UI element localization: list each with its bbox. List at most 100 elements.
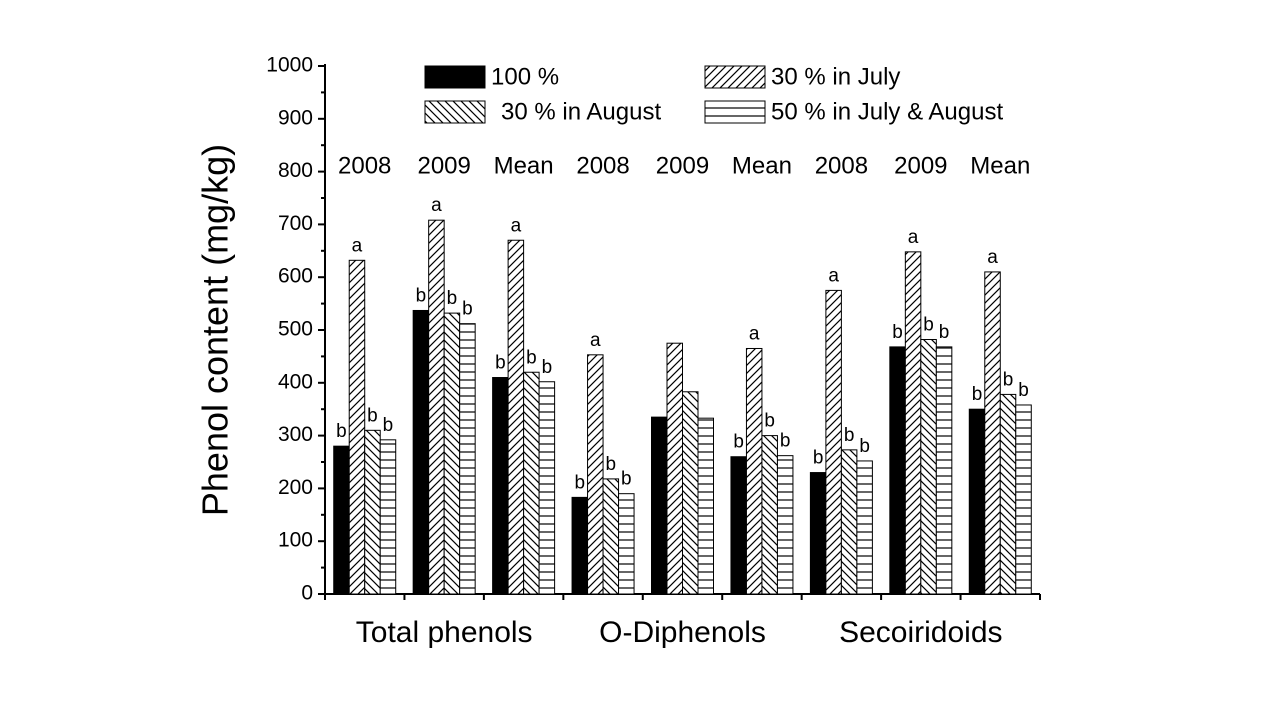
category-label: Mean xyxy=(970,152,1030,179)
bar xyxy=(618,493,635,595)
bar xyxy=(856,460,873,595)
significance-letter: a xyxy=(749,323,760,344)
bar xyxy=(920,339,937,595)
significance-letter: b xyxy=(575,472,586,493)
significance-letter: b xyxy=(621,469,632,490)
bar xyxy=(809,472,827,595)
bar xyxy=(428,219,445,595)
bar xyxy=(889,346,906,595)
significance-letter: b xyxy=(462,299,473,320)
bar xyxy=(968,408,986,595)
bar xyxy=(602,478,620,595)
significance-letter: b xyxy=(780,431,791,452)
significance-letter: a xyxy=(590,330,601,351)
bar xyxy=(364,429,381,595)
significance-letter: b xyxy=(336,421,347,442)
bar xyxy=(333,445,350,595)
significance-letter: b xyxy=(923,315,934,336)
bar xyxy=(412,309,430,595)
y-tick-label: 800 xyxy=(278,159,313,182)
y-tick-label: 1000 xyxy=(266,54,313,77)
significance-letter: b xyxy=(813,448,824,469)
y-tick-label: 400 xyxy=(278,370,313,393)
bar xyxy=(523,371,540,595)
legend-swatch xyxy=(704,100,766,124)
bar xyxy=(999,393,1017,595)
bar xyxy=(761,435,778,595)
significance-letter: b xyxy=(447,288,458,309)
bar xyxy=(651,416,668,595)
significance-letter: b xyxy=(495,353,506,374)
category-label: 2009 xyxy=(894,152,947,179)
bar xyxy=(1015,404,1032,595)
group-label: O-Diphenols xyxy=(599,616,766,649)
category-label: 2008 xyxy=(338,152,391,179)
bar xyxy=(492,377,509,595)
bar xyxy=(507,239,525,595)
y-tick-label: 500 xyxy=(278,318,313,341)
y-tick-label: 200 xyxy=(278,476,313,499)
y-tick-label: 900 xyxy=(278,106,313,129)
bar xyxy=(904,251,922,595)
bar xyxy=(459,323,476,595)
legend-label: 100 % xyxy=(491,63,559,90)
significance-letter: b xyxy=(972,384,983,405)
bar xyxy=(935,346,953,595)
bar xyxy=(730,456,747,595)
significance-letter: b xyxy=(1018,380,1029,401)
category-label: 2008 xyxy=(576,152,629,179)
group-label: Total phenols xyxy=(356,616,533,649)
significance-letter: b xyxy=(606,454,617,475)
legend-label: 30 % in August xyxy=(501,98,661,125)
significance-letter: b xyxy=(939,322,950,343)
significance-letter: b xyxy=(526,347,537,368)
significance-letter: b xyxy=(367,405,378,426)
bar xyxy=(697,417,714,595)
significance-letter: b xyxy=(859,436,870,457)
bar xyxy=(840,449,858,595)
legend-swatch xyxy=(704,65,766,89)
y-tick-label: 300 xyxy=(278,423,313,446)
bar xyxy=(825,289,842,595)
y-tick-label: 0 xyxy=(301,582,313,605)
significance-letter: a xyxy=(352,235,363,256)
significance-letter: b xyxy=(892,322,903,343)
bar xyxy=(587,354,604,595)
significance-letter: b xyxy=(383,415,394,436)
significance-letter: b xyxy=(733,432,744,453)
significance-letter: a xyxy=(511,215,522,236)
legend-swatch xyxy=(424,100,486,124)
significance-letter: b xyxy=(844,425,855,446)
significance-letter: a xyxy=(908,227,919,248)
y-tick-label: 100 xyxy=(278,529,313,552)
bar xyxy=(379,439,397,595)
category-label: 2009 xyxy=(656,152,709,179)
bar xyxy=(984,271,1001,595)
legend-label: 50 % in July & August xyxy=(771,98,1003,125)
significance-letter: a xyxy=(987,247,998,268)
significance-letter: a xyxy=(431,195,442,216)
category-label: 2008 xyxy=(815,152,868,179)
bar xyxy=(776,455,794,595)
bar xyxy=(538,381,556,595)
category-label: Mean xyxy=(494,152,554,179)
significance-letter: b xyxy=(764,411,775,432)
bar xyxy=(745,347,763,595)
significance-letter: a xyxy=(828,265,839,286)
legend-swatch xyxy=(424,65,486,89)
y-tick-label: 700 xyxy=(278,212,313,235)
category-label: Mean xyxy=(732,152,792,179)
significance-letter: b xyxy=(416,285,427,306)
bar xyxy=(682,391,699,595)
bar xyxy=(571,496,589,595)
group-label: Secoiridoids xyxy=(839,616,1002,649)
y-tick-label: 600 xyxy=(278,265,313,288)
bar xyxy=(443,312,461,595)
category-label: 2009 xyxy=(417,152,470,179)
significance-letter: b xyxy=(542,357,553,378)
significance-letter: b xyxy=(1003,369,1014,390)
bar xyxy=(666,342,683,595)
legend-label: 30 % in July xyxy=(771,63,900,90)
y-axis-label: Phenol content (mg/kg) xyxy=(195,144,236,516)
